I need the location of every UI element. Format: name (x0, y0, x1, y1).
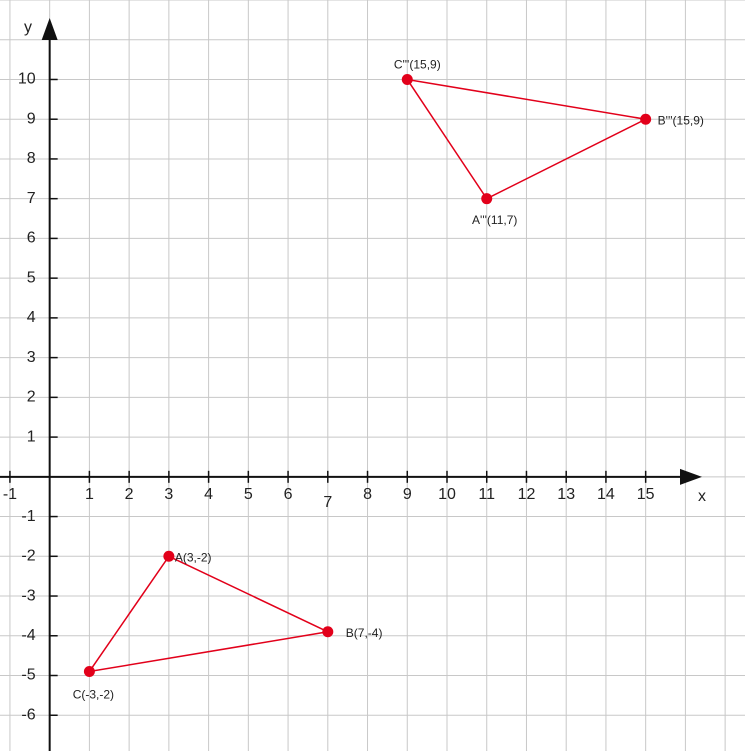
point (322, 626, 334, 638)
y-tick-label: -4 (21, 627, 35, 644)
x-tick-label: 11 (478, 486, 495, 503)
y-tick-label: 5 (27, 269, 36, 286)
triangle (405, 78, 649, 200)
x-tick-label: 3 (164, 486, 173, 503)
x-tick-label: 4 (204, 486, 213, 503)
x-tick-label: 9 (403, 486, 412, 503)
y-tick-label: -2 (21, 548, 35, 565)
point (401, 73, 413, 85)
point (83, 666, 95, 678)
x-tick-label: 2 (125, 486, 134, 503)
triangle (87, 555, 331, 673)
x-tick-label: 6 (284, 486, 293, 503)
y-axis-label: y (24, 19, 32, 36)
y-tick-label: 4 (27, 309, 36, 326)
y-axis-arrow (41, 18, 58, 40)
x-tick-label: 1 (85, 486, 94, 503)
x-tick-label: 8 (363, 486, 372, 503)
y-tick-label: 9 (27, 110, 36, 127)
y-tick-label: -5 (21, 667, 35, 684)
x-tick-label: 5 (244, 486, 253, 503)
y-tick-label: 10 (18, 71, 36, 88)
point (640, 113, 652, 125)
x-tick-label: 10 (438, 486, 456, 503)
y-tick-label: 3 (27, 349, 36, 366)
point-label: A'''(11,7) (472, 213, 517, 227)
y-tick-label: 2 (27, 389, 36, 406)
y-tick-label: 6 (27, 230, 36, 247)
x-tick-label: -1 (3, 486, 17, 503)
y-tick-label: -6 (21, 706, 35, 723)
x-tick-label: 13 (557, 486, 575, 503)
point-label: B(7,-4) (346, 626, 383, 640)
y-tick-label: -1 (21, 508, 35, 525)
y-tick-label: 7 (27, 190, 36, 207)
x-axis-arrow (680, 468, 702, 485)
x-tick-label: 12 (518, 486, 536, 503)
x-axis-label: x (698, 488, 706, 505)
y-tick-label: 8 (27, 150, 36, 167)
point (481, 193, 493, 205)
y-tick-label: 1 (27, 428, 36, 445)
x-tick-label: 14 (597, 486, 615, 503)
point-label: C'''(15,9) (394, 58, 441, 72)
point (163, 550, 175, 562)
y-tick-label: -3 (21, 587, 35, 604)
point-label: A(3,-2) (175, 550, 212, 564)
x-tick-label: 15 (637, 486, 655, 503)
point-label: C(-3,-2) (73, 688, 114, 702)
point-label: B'''(15,9) (658, 113, 704, 127)
x-tick-label: 7 (323, 494, 332, 511)
